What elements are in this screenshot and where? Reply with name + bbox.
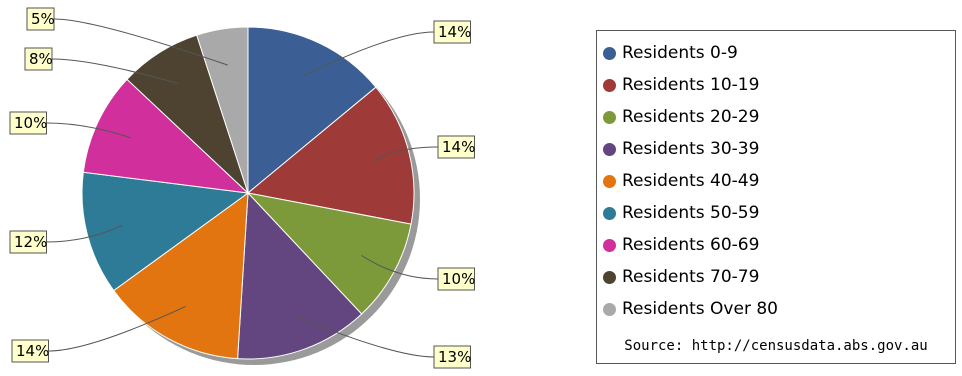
leader-line-5 [46, 224, 123, 243]
legend-swatch [603, 78, 616, 92]
slice-label-8: 5% [26, 7, 55, 31]
legend-item-6: Residents 60-69 [603, 229, 955, 261]
legend-swatch [603, 46, 616, 60]
legend-item-1: Residents 10-19 [603, 69, 955, 101]
pie-slice-3 [237, 191, 363, 360]
leader-line-0 [302, 31, 435, 77]
slice-label-box [9, 230, 47, 254]
legend-label: Residents 30-39 [622, 139, 760, 159]
legend-swatch [603, 142, 616, 156]
legend-swatch [603, 110, 616, 124]
slice-label-text: 8% [29, 50, 53, 68]
legend-swatch [603, 174, 616, 188]
legend-items: Residents 0-9 Residents 10-19 Residents 20… [603, 37, 955, 325]
pie-chart: 14% 14% 10% 13% 14% 12% 10% 8% 5% [9, 7, 475, 369]
legend-label: Residents 10-19 [622, 75, 760, 95]
slice-label-box [9, 111, 47, 135]
legend-label: Residents Over 80 [622, 299, 778, 319]
pie-slice-2 [246, 192, 412, 315]
legend-label: Residents 0-9 [622, 43, 738, 63]
slice-label-box [437, 135, 475, 159]
legend-item-3: Residents 30-39 [603, 133, 955, 165]
legend-label: Residents 70-79 [622, 267, 760, 287]
slice-label-box [433, 345, 471, 369]
legend-item-5: Residents 50-59 [603, 197, 955, 229]
pie-slice-6 [82, 78, 250, 194]
legend-source: Source: http://censusdata.abs.gov.au [624, 338, 928, 354]
slice-label-box [11, 339, 49, 363]
slice-label-box [433, 20, 471, 44]
slice-label-text: 5% [31, 10, 55, 28]
legend-item-7: Residents 70-79 [603, 261, 955, 293]
pie-slice-1 [246, 86, 415, 225]
slice-label-box [24, 47, 53, 71]
slice-label-text: 10% [14, 114, 47, 132]
pie-slice-0 [247, 26, 377, 195]
leader-line-3 [291, 314, 435, 358]
legend-item-0: Residents 0-9 [603, 37, 955, 69]
legend-label: Residents 40-49 [622, 171, 760, 191]
legend-item-2: Residents 20-29 [603, 101, 955, 133]
leader-line-1 [373, 146, 439, 162]
legend-label: Residents 50-59 [622, 203, 760, 223]
slice-label-text: 14% [442, 138, 475, 156]
legend-label: Residents 20-29 [622, 107, 760, 127]
leader-lines [46, 18, 439, 358]
slice-label-5: 12% [9, 230, 47, 254]
slice-label-text: 10% [442, 270, 475, 288]
legend-item-4: Residents 40-49 [603, 165, 955, 197]
slice-label-text: 12% [14, 233, 47, 251]
leader-line-6 [46, 122, 132, 139]
legend-swatch [603, 206, 616, 220]
legend-label: Residents 60-69 [622, 235, 760, 255]
leader-line-2 [361, 254, 439, 280]
pie-slice-8 [196, 26, 249, 194]
slice-label-text: 14% [16, 342, 49, 360]
pie-slice-4 [113, 191, 249, 360]
slice-label-2: 10% [437, 267, 475, 291]
pie-slice-5 [81, 171, 250, 292]
leader-line-8 [53, 18, 228, 66]
slice-label-text: 14% [438, 23, 471, 41]
slice-label-box [26, 7, 55, 31]
legend-swatch [603, 270, 616, 284]
pie-slices [81, 26, 415, 360]
slice-label-6: 10% [9, 111, 47, 135]
slice-label-text: 13% [438, 348, 471, 366]
legend-swatch [603, 302, 616, 316]
legend-item-8: Residents Over 80 [603, 293, 955, 325]
slice-labels: 14% 14% 10% 13% 14% 12% 10% 8% 5% [9, 7, 475, 369]
leader-line-7 [51, 58, 179, 85]
slice-label-0: 14% [433, 20, 471, 44]
slice-label-1: 14% [437, 135, 475, 159]
legend: Residents 0-9 Residents 10-19 Residents 20… [596, 30, 956, 364]
slice-label-3: 13% [433, 345, 471, 369]
slice-label-7: 8% [24, 47, 53, 71]
slice-label-box [437, 267, 475, 291]
leader-line-4 [48, 306, 186, 352]
slice-label-4: 14% [11, 339, 49, 363]
legend-swatch [603, 238, 616, 252]
